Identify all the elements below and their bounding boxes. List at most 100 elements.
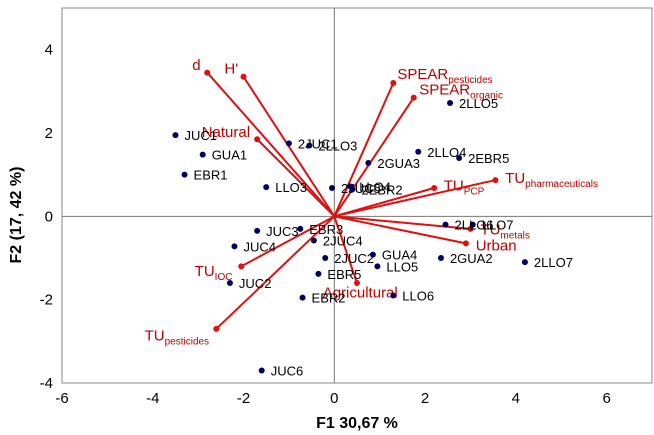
y-tick-label: 0	[45, 208, 53, 225]
observation-label: 2GUA3	[377, 156, 420, 171]
y-tick-label: 4	[45, 42, 53, 59]
observation-point	[415, 148, 422, 155]
x-tick-label: -2	[237, 390, 250, 407]
vector-arrow	[240, 215, 335, 268]
vector-endpoint	[254, 136, 261, 143]
vector-arrow	[242, 76, 336, 217]
observation-point	[226, 280, 233, 286]
y-tick-label: 2	[45, 125, 53, 142]
observation-point	[199, 151, 206, 158]
y-tick-label: -4	[40, 375, 53, 392]
observation-label: 2LLO3	[318, 139, 357, 154]
vector-endpoint	[492, 177, 499, 184]
vector-label: TUpharmaceuticals	[505, 170, 598, 190]
observation-point	[322, 255, 329, 261]
observation-label: JUC2	[239, 276, 272, 291]
observation-point	[254, 227, 261, 234]
observation-point	[442, 221, 449, 228]
observation-point	[310, 237, 317, 244]
vector-endpoint	[410, 94, 417, 101]
observation-point	[329, 185, 336, 191]
vector-label: SPEARpesticides	[397, 66, 492, 86]
vector-label: Urban	[476, 237, 517, 254]
observation-label: JUC3	[266, 224, 299, 239]
observation-point	[231, 243, 238, 250]
vector-label: Natural	[202, 124, 250, 141]
vector-label: TUpesticides	[145, 328, 209, 348]
observation-label: JUC4	[243, 239, 276, 254]
vector-arrow	[333, 216, 358, 284]
vector-arrow	[206, 71, 336, 217]
observation-label: 2JUC2	[334, 251, 374, 266]
observation-point	[258, 367, 265, 374]
x-tick-label: 6	[602, 390, 610, 407]
observation-label: LLO7	[482, 218, 514, 233]
observation-label: 2EBR2	[361, 182, 402, 197]
vector-label: d	[192, 57, 200, 74]
observation-point	[374, 263, 381, 270]
vector-endpoint	[238, 263, 245, 270]
y-axis-title: F2 (17, 42 %)	[8, 167, 25, 264]
x-tick-labels: -6 -4 -2 0 2 4 6	[55, 390, 610, 407]
y-tick-label: -2	[40, 292, 53, 309]
vector-label: H'	[224, 60, 238, 77]
vector-label: TUmetals	[480, 222, 529, 242]
observation-label: JUC1	[184, 128, 217, 143]
observation-label: EBR3	[309, 222, 343, 237]
vector-label: TUIOC	[195, 263, 233, 283]
vector-endpoint	[213, 325, 220, 332]
x-tick-label: 4	[512, 390, 520, 407]
observation-point	[365, 160, 372, 166]
observation-point	[521, 259, 528, 266]
vector-endpoint	[431, 185, 438, 191]
vector-arrow	[334, 215, 467, 245]
observation-label: LLO3	[275, 180, 307, 195]
observation-point	[469, 221, 476, 228]
observation-point	[456, 155, 463, 161]
observation-point	[285, 140, 292, 147]
observation-point	[447, 100, 454, 106]
observation-label: EBR1	[194, 168, 228, 183]
vector-arrow	[334, 179, 496, 218]
observation-label: JUC6	[271, 364, 304, 379]
observation-label: LLO5	[386, 259, 418, 274]
vector-endpoint	[462, 240, 469, 247]
observation-point	[297, 225, 304, 232]
observation-label: GUA4	[382, 248, 417, 263]
x-axis-title: F1 30,67 %	[316, 415, 398, 432]
observation-label: EBR2	[312, 291, 346, 306]
observation-point	[315, 270, 322, 277]
x-tick-label: -4	[146, 390, 159, 407]
vector-arrow	[334, 215, 471, 230]
observation-label: 2JUC4	[323, 234, 363, 249]
vector-arrow	[256, 138, 336, 218]
observation-point	[181, 171, 188, 178]
x-tick-label: 2	[421, 390, 429, 407]
observation-point	[390, 292, 397, 299]
y-tick-labels: -4 -2 0 2 4	[40, 42, 53, 392]
vector-endpoint	[204, 69, 211, 76]
observation-label: 2EBR5	[468, 151, 509, 166]
observation-label: 2LLO5	[459, 96, 498, 111]
vector-arrow	[333, 97, 415, 217]
vector-arrow	[215, 215, 335, 330]
observation-point	[263, 184, 270, 191]
observation-label: 2LLO6	[455, 218, 494, 233]
observation-label: GUA1	[212, 148, 247, 163]
vector-endpoint	[354, 280, 360, 286]
observation-point	[369, 251, 376, 258]
observation-point	[349, 186, 356, 193]
observation-point	[306, 142, 313, 149]
observation-label: 2LLO4	[427, 145, 466, 160]
observation-point	[437, 255, 444, 261]
vector-label: SPEARorganic	[419, 81, 503, 101]
observation-label: 2LLO7	[534, 255, 573, 270]
x-tick-label: -6	[55, 390, 68, 407]
observation-label: LLO4	[359, 179, 391, 194]
vector-endpoint	[390, 80, 397, 86]
vector-label: Agricultural	[323, 284, 398, 301]
observation-point	[172, 132, 179, 139]
x-tick-label: 0	[330, 390, 338, 407]
